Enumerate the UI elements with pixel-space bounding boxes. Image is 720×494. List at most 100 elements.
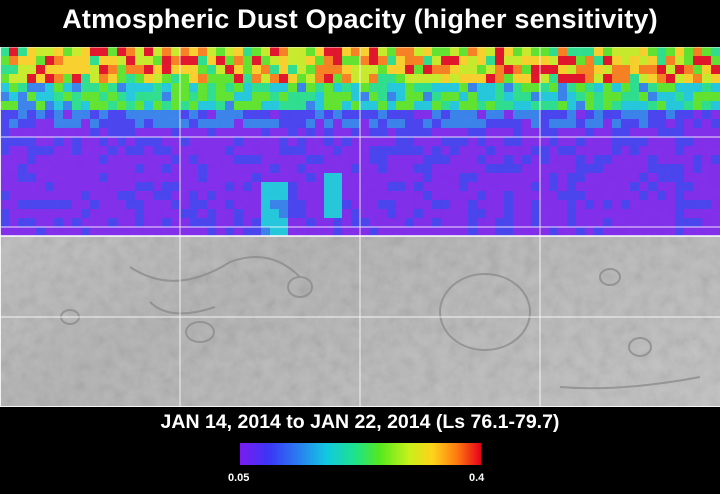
heatmap-cell xyxy=(486,83,495,92)
heatmap-cell xyxy=(477,227,486,236)
heatmap-cell xyxy=(18,146,27,155)
heatmap-cell xyxy=(180,146,189,155)
heatmap-cell xyxy=(684,209,693,218)
heatmap-cell xyxy=(378,83,387,92)
heatmap-cell xyxy=(54,218,63,227)
heatmap-cell xyxy=(117,128,126,137)
heatmap-cell xyxy=(495,83,504,92)
heatmap-cell xyxy=(189,200,198,209)
heatmap-cell xyxy=(396,218,405,227)
heatmap-cell xyxy=(369,164,378,173)
heatmap-cell xyxy=(216,92,225,101)
heatmap-cell xyxy=(612,209,621,218)
heatmap-cell xyxy=(306,56,315,65)
heatmap-cell xyxy=(675,110,684,119)
heatmap-cell xyxy=(693,182,702,191)
heatmap-cell xyxy=(630,155,639,164)
heatmap-cell xyxy=(216,209,225,218)
heatmap-cell xyxy=(477,119,486,128)
heatmap-cell xyxy=(54,65,63,74)
heatmap-cell xyxy=(126,56,135,65)
heatmap-cell xyxy=(585,164,594,173)
heatmap-cell xyxy=(540,65,549,74)
heatmap-cell xyxy=(99,74,108,83)
heatmap-cell xyxy=(387,137,396,146)
heatmap-cell xyxy=(423,209,432,218)
heatmap-cell xyxy=(225,65,234,74)
heatmap-cell xyxy=(639,137,648,146)
heatmap-cell xyxy=(90,164,99,173)
heatmap-cell xyxy=(603,128,612,137)
heatmap-cell xyxy=(432,56,441,65)
heatmap-cell xyxy=(495,74,504,83)
heatmap-cell xyxy=(324,137,333,146)
heatmap-cell xyxy=(522,164,531,173)
map-title: Atmospheric Dust Opacity (higher sensiti… xyxy=(62,4,658,34)
heatmap-cell xyxy=(306,182,315,191)
heatmap-cell xyxy=(189,65,198,74)
heatmap-cell xyxy=(27,200,36,209)
heatmap-cell xyxy=(603,200,612,209)
heatmap-cell xyxy=(522,83,531,92)
heatmap-cell xyxy=(162,119,171,128)
heatmap-cell xyxy=(495,146,504,155)
heatmap-cell xyxy=(0,200,9,209)
heatmap-cell xyxy=(414,83,423,92)
heatmap-cell xyxy=(234,191,243,200)
heatmap-cell xyxy=(495,227,504,236)
heatmap-cell xyxy=(306,110,315,119)
heatmap-cell xyxy=(144,227,153,236)
heatmap-cell xyxy=(18,83,27,92)
heatmap-cell xyxy=(432,155,441,164)
heatmap-cell xyxy=(540,227,549,236)
heatmap-cell xyxy=(513,74,522,83)
heatmap-cell xyxy=(504,227,513,236)
heatmap-cell xyxy=(63,155,72,164)
heatmap-cell xyxy=(504,119,513,128)
heatmap-cell xyxy=(441,164,450,173)
heatmap-cell xyxy=(693,101,702,110)
heatmap-cell xyxy=(585,182,594,191)
heatmap-cell xyxy=(549,218,558,227)
heatmap-cell xyxy=(198,209,207,218)
heatmap-cell xyxy=(459,119,468,128)
heatmap-cell xyxy=(630,56,639,65)
heatmap-cell xyxy=(369,74,378,83)
heatmap-cell xyxy=(639,200,648,209)
heatmap-cell xyxy=(153,137,162,146)
heatmap-cell xyxy=(360,146,369,155)
heatmap-cell xyxy=(441,101,450,110)
heatmap-cell xyxy=(126,137,135,146)
heatmap-cell xyxy=(99,101,108,110)
heatmap-cell xyxy=(270,137,279,146)
heatmap-cell xyxy=(495,209,504,218)
heatmap-cell xyxy=(72,74,81,83)
heatmap-cell xyxy=(576,146,585,155)
heatmap-cell xyxy=(603,101,612,110)
heatmap-cell xyxy=(297,56,306,65)
heatmap-cell xyxy=(63,47,72,56)
heatmap-cell xyxy=(711,128,720,137)
heatmap-cell xyxy=(540,155,549,164)
heatmap-cell xyxy=(216,47,225,56)
heatmap-cell xyxy=(126,182,135,191)
heatmap-cell xyxy=(27,83,36,92)
heatmap-cell xyxy=(9,83,18,92)
heatmap-cell xyxy=(225,110,234,119)
heatmap-cell xyxy=(297,92,306,101)
heatmap-cell xyxy=(351,227,360,236)
heatmap-cell xyxy=(27,218,36,227)
heatmap-cell xyxy=(27,182,36,191)
heatmap-cell xyxy=(423,92,432,101)
heatmap-cell xyxy=(441,47,450,56)
heatmap-cell xyxy=(423,110,432,119)
heatmap-cell xyxy=(576,110,585,119)
heatmap-cell xyxy=(117,47,126,56)
heatmap-cell xyxy=(540,191,549,200)
heatmap-cell xyxy=(621,137,630,146)
heatmap-cell xyxy=(414,119,423,128)
heatmap-cell xyxy=(144,101,153,110)
heatmap-cell xyxy=(621,56,630,65)
heatmap-cell xyxy=(675,65,684,74)
heatmap-cell xyxy=(477,191,486,200)
